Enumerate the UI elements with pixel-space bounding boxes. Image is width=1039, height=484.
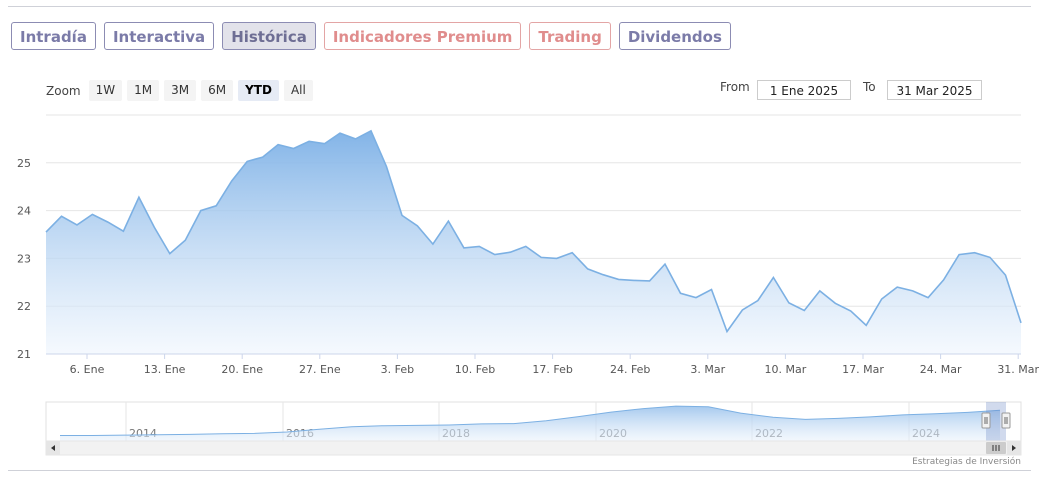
navigator-handle[interactable] <box>981 412 991 429</box>
x-tick-label: 31. Mar <box>997 363 1039 376</box>
x-tick-label: 13. Ene <box>144 363 186 376</box>
y-tick-label: 24 <box>17 205 31 218</box>
zoom-button-3m[interactable]: 3M <box>164 80 197 101</box>
zoom-button-1m[interactable]: 1M <box>127 80 160 101</box>
x-tick-label: 3. Mar <box>690 363 725 376</box>
y-tick-label: 22 <box>17 300 31 313</box>
x-tick-label: 17. Feb <box>532 363 572 376</box>
price-line <box>45 129 1022 334</box>
price-area <box>46 130 1021 354</box>
x-tick-label: 24. Mar <box>920 363 962 376</box>
x-tick-label: 17. Mar <box>842 363 884 376</box>
x-tick-label: 6. Ene <box>70 363 105 376</box>
navigator-handle[interactable] <box>1001 412 1011 429</box>
zoom-button-ytd[interactable]: YTD <box>238 80 279 101</box>
zoom-button-all[interactable]: All <box>283 80 313 101</box>
x-tick-label: 20. Ene <box>221 363 263 376</box>
tab-hist-rica[interactable]: Histórica <box>222 22 316 50</box>
zoom-button-6m[interactable]: 6M <box>201 80 234 101</box>
arrow-left-icon <box>51 445 55 451</box>
tab-intrad-a[interactable]: Intradía <box>11 22 96 50</box>
navigator-selection[interactable] <box>986 402 1006 441</box>
zoom-label: Zoom <box>46 83 81 98</box>
x-tick-label: 3. Feb <box>381 363 414 376</box>
range-from-label: From <box>720 80 750 94</box>
chart-tabs: Intradía Interactiva Histórica Indicadores … <box>11 22 731 50</box>
scrollbar-track[interactable] <box>45 440 1022 456</box>
arrow-right-icon <box>1012 445 1016 451</box>
y-tick-label: 21 <box>17 348 31 361</box>
tab-interactiva[interactable]: Interactiva <box>103 22 215 50</box>
zoom-button-1w[interactable]: 1W <box>88 80 123 101</box>
x-tick-label: 10. Mar <box>765 363 807 376</box>
x-tick-label: 24. Feb <box>610 363 650 376</box>
credit-label: Estrategias de Inversión <box>912 457 1021 467</box>
navigator-area <box>60 406 1000 441</box>
zoom-bar: Zoom 1W 1M 3M 6M YTD All <box>46 80 318 101</box>
y-tick-label: 23 <box>17 252 31 265</box>
tab-indicadores-premium[interactable]: Indicadores Premium <box>323 22 522 50</box>
navigator-line <box>60 405 1001 436</box>
top-divider <box>8 6 1031 7</box>
range-from-input[interactable]: 1 Ene 2025 <box>757 80 851 100</box>
x-tick-label: 10. Feb <box>455 363 495 376</box>
zoom-buttons: 1W 1M 3M 6M YTD All <box>88 80 318 101</box>
tab-trading[interactable]: Trading <box>529 22 611 50</box>
y-tick-label: 25 <box>17 157 31 170</box>
bottom-divider <box>8 470 1031 471</box>
tab-dividendos[interactable]: Dividendos <box>618 22 731 50</box>
range-to-input[interactable]: 31 Mar 2025 <box>887 80 982 100</box>
x-tick-label: 27. Ene <box>299 363 341 376</box>
range-to-label: To <box>863 80 876 94</box>
